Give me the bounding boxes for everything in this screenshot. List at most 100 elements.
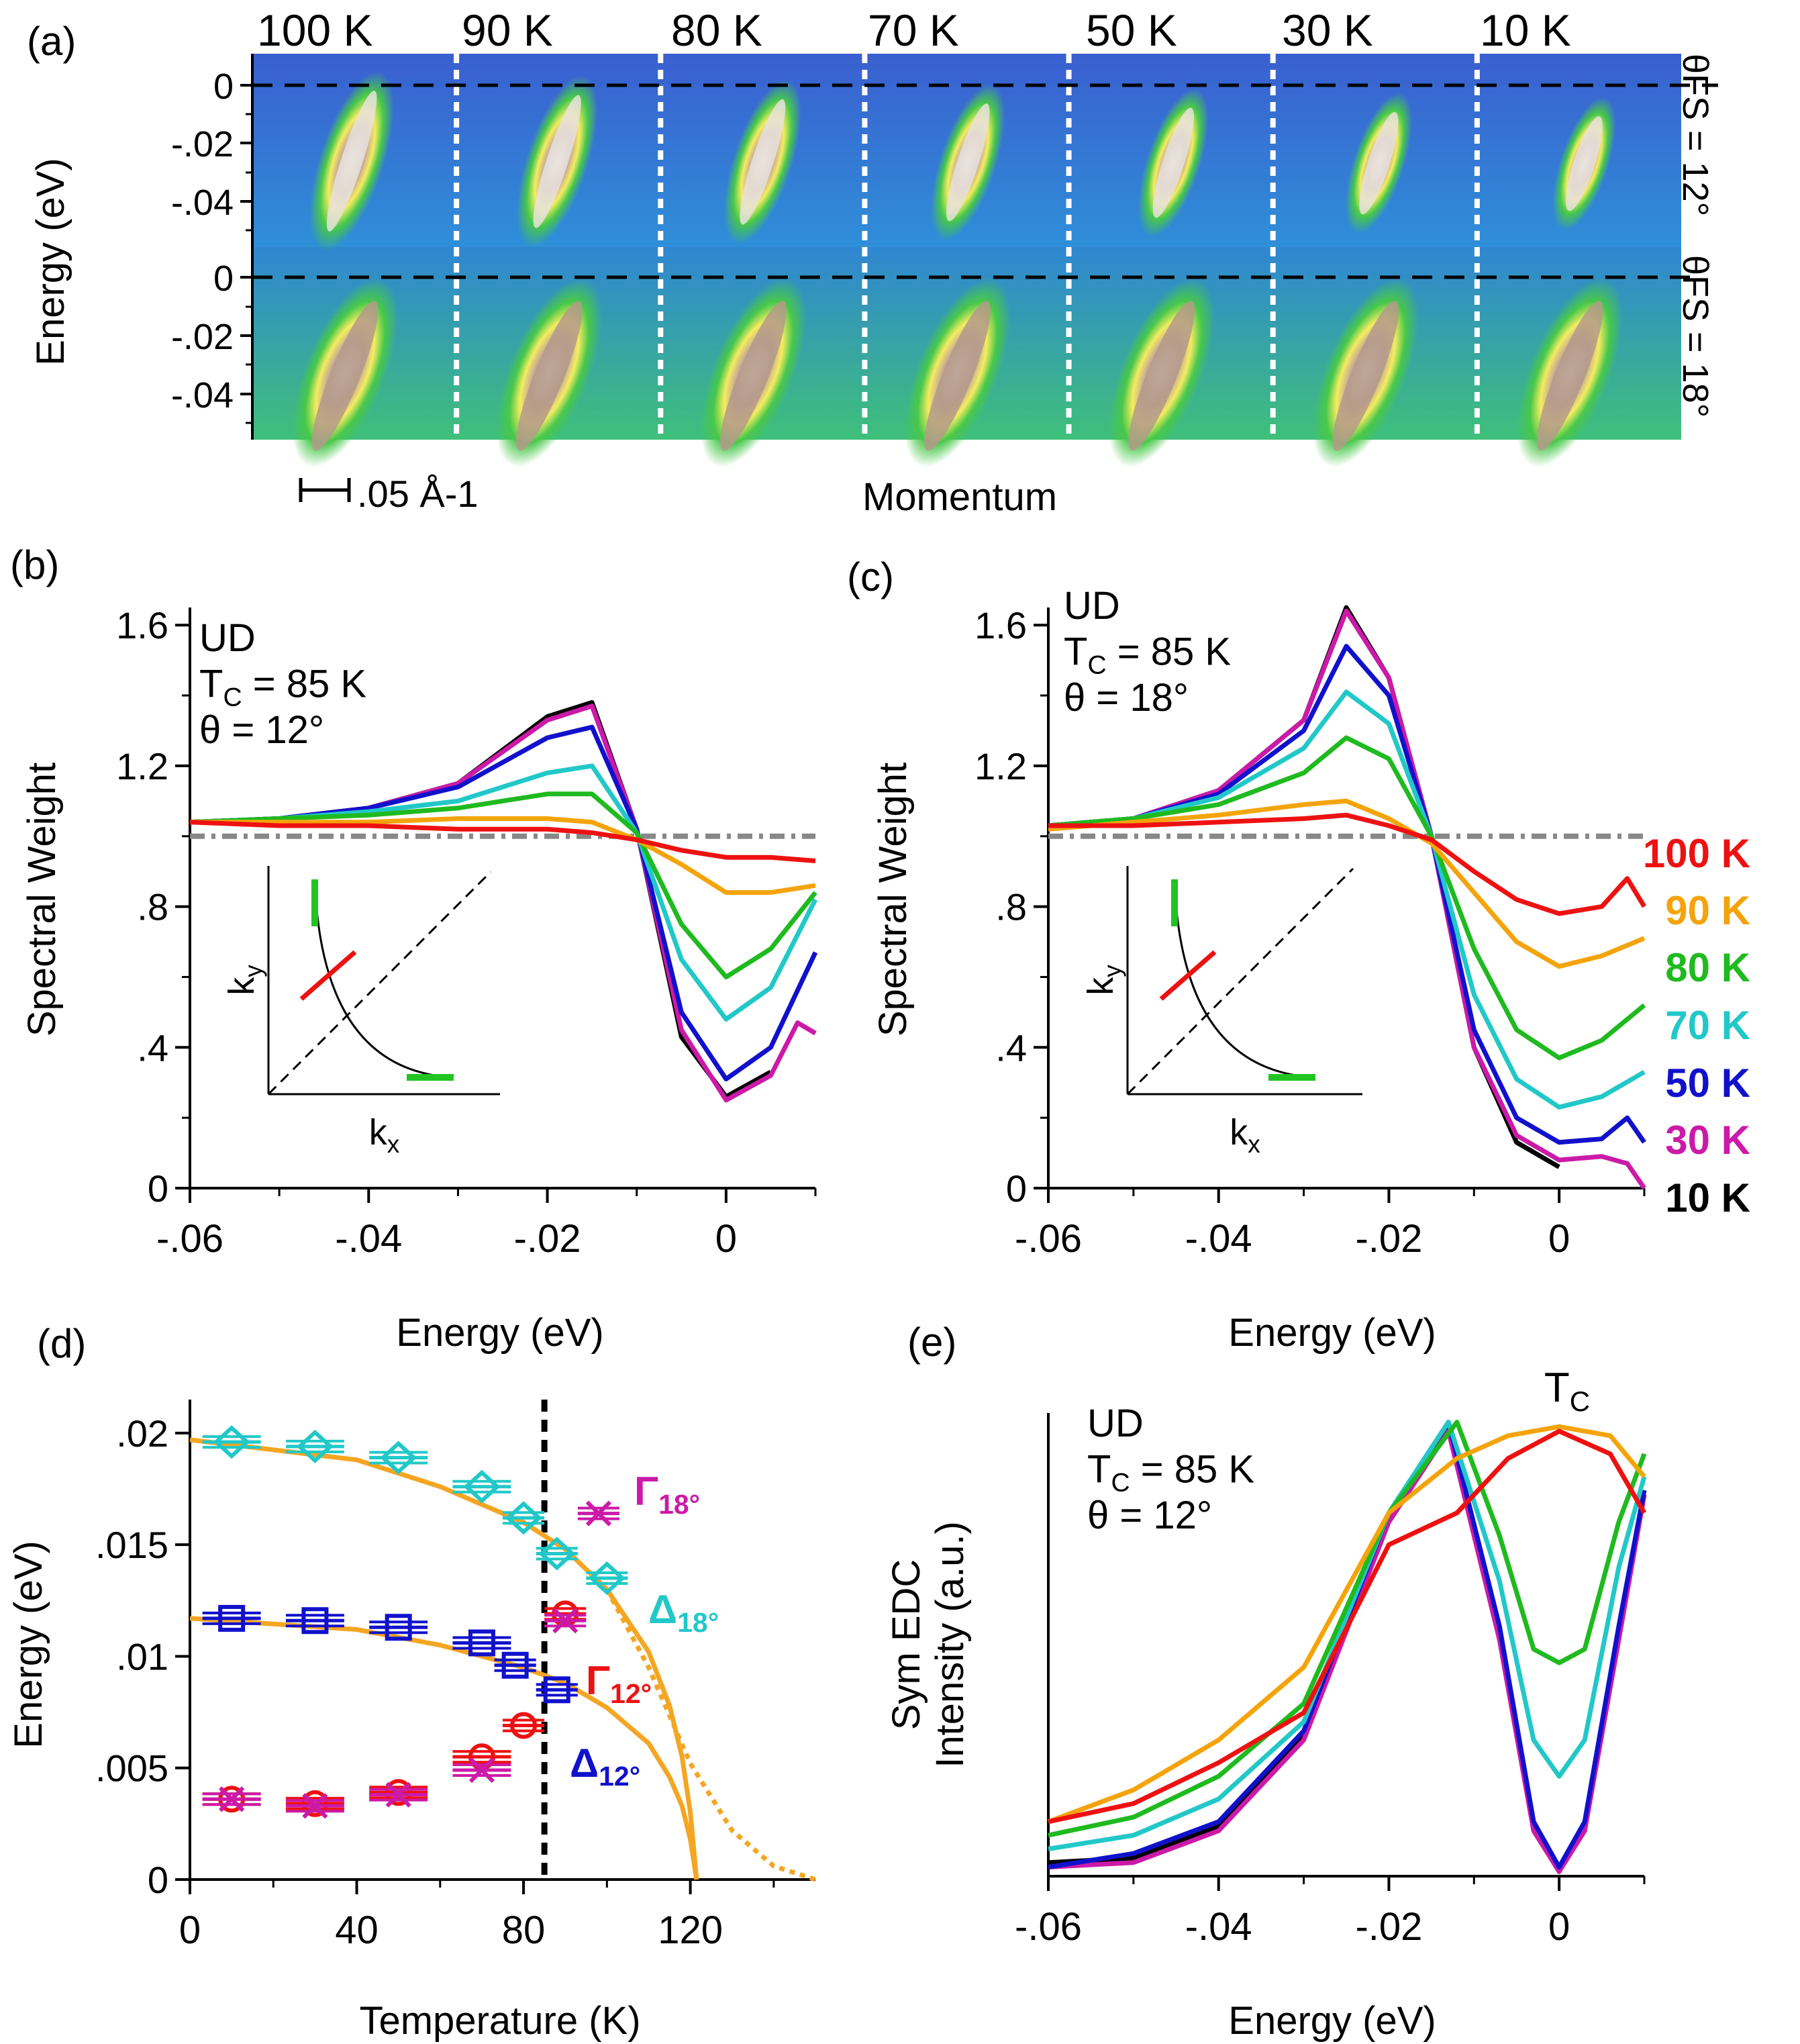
annotation-tc: TC = 85 K — [1087, 1447, 1254, 1497]
inset-ky-label: ky — [1081, 965, 1126, 995]
x-tick-label: 40 — [335, 1908, 379, 1952]
series-line-100K — [1048, 1428, 1647, 1824]
map-band-core — [311, 301, 379, 451]
data-point — [494, 1651, 536, 1679]
x-tick-label: 0 — [179, 1908, 201, 1952]
inset-diagonal — [1126, 867, 1354, 1096]
ytick-label: 0 — [213, 66, 234, 107]
panel-a-xlabel: Momentum — [862, 475, 1057, 519]
data-point — [544, 1608, 587, 1634]
data-point — [536, 1676, 578, 1704]
x-tick-label: 80 — [502, 1908, 546, 1952]
data-point — [503, 1712, 545, 1739]
inset-fermi-arc — [1173, 879, 1316, 1079]
map-band-core — [740, 99, 786, 225]
inset-ky-label: ky — [221, 965, 267, 995]
temp-header: 30 K — [1282, 5, 1373, 55]
x-axis-label: Energy (eV) — [1228, 1999, 1436, 2043]
legend-item: 50 K — [1665, 1061, 1750, 1106]
x-tick-label: 0 — [1548, 1217, 1570, 1261]
fit-curve — [605, 1588, 817, 1882]
marker-x — [552, 1608, 579, 1634]
series-line-80K — [1048, 1420, 1647, 1838]
data-point — [452, 1743, 511, 1771]
annotation-line: UD — [1064, 584, 1120, 628]
x-tick-label: -.02 — [1355, 1217, 1422, 1261]
y-tick-label: 0 — [1006, 1167, 1027, 1210]
marker-diamond — [296, 1429, 334, 1463]
y-tick-label: .02 — [116, 1412, 168, 1455]
data-point — [369, 1614, 428, 1641]
x-axis-label: Energy (eV) — [1228, 1311, 1436, 1355]
inset-kx-label: kx — [369, 1112, 400, 1158]
map-band-core — [326, 91, 377, 232]
legend-item: 90 K — [1665, 888, 1750, 933]
annotation-tc: TC = 85 K — [1064, 630, 1231, 679]
fit-curve — [189, 1437, 699, 1880]
x-tick-label: -.02 — [1355, 1905, 1422, 1949]
series-line-70K — [1048, 1420, 1647, 1851]
data-point — [452, 1629, 511, 1657]
ytick-label: -.04 — [171, 375, 234, 416]
data-point — [285, 1429, 344, 1463]
panel-a: (a) 100 K 90 K 80 K 70 K 50 K 30 K 10 K Energy… — [27, 5, 1718, 519]
map-band-core — [1536, 301, 1603, 451]
legend-item: 100 K — [1643, 831, 1750, 876]
data-point — [369, 1779, 428, 1806]
panel-b: (b) -.06 -.04 -.02 0 0 .4 .8 1.2 1.6 Spectral Wei… — [10, 542, 818, 1355]
marker-diamond — [505, 1501, 542, 1535]
series-line-70K — [189, 763, 818, 1022]
x-tick-label: -.06 — [156, 1217, 223, 1261]
annotation-line: UD — [199, 616, 256, 660]
map-band-core — [946, 103, 990, 222]
data-point — [369, 1782, 428, 1808]
inset-kx-label: kx — [1230, 1112, 1260, 1158]
series-line-50K — [1048, 1420, 1647, 1869]
map-band-core — [1332, 301, 1399, 451]
inset-cut-line — [299, 950, 357, 1001]
y-axis-label: Spectral Weight — [20, 763, 64, 1036]
marker-diamond — [588, 1561, 626, 1596]
annotation-line: θ = 12° — [1087, 1494, 1212, 1537]
map-band-core — [1128, 301, 1195, 451]
marker-diamond — [213, 1425, 250, 1459]
map-band-core — [1565, 116, 1603, 211]
legend-item: 30 K — [1665, 1118, 1750, 1163]
annotation-line: θ = 18° — [1064, 676, 1189, 720]
map-band-core — [1152, 107, 1194, 218]
ytick-label: -.04 — [171, 183, 234, 223]
panel-a-row2-label: θFS = 18° — [1675, 255, 1715, 418]
series-line-50K — [1048, 644, 1646, 1145]
panel-e-tag: (e) — [907, 1320, 956, 1365]
marker-square — [301, 1607, 329, 1635]
marker-diamond — [463, 1469, 501, 1504]
legend-item: 10 K — [1665, 1175, 1750, 1220]
marker-x — [219, 1786, 245, 1812]
y-tick-label: .4 — [137, 1026, 168, 1069]
y-tick-label: .005 — [95, 1747, 168, 1790]
panel-c: (c) -.06 -.04 -.02 0 0 .4 .8 1.2 1.6 Spectral Wei… — [847, 554, 1750, 1355]
annotation-line: θ = 12° — [199, 708, 324, 752]
marker-diamond — [380, 1441, 417, 1475]
panel-d-tag: (d) — [37, 1321, 86, 1366]
y-tick-label: 0 — [148, 1167, 168, 1210]
panel-a-row1-label: θFS = 12° — [1675, 54, 1715, 216]
data-point — [452, 1469, 511, 1504]
y-tick-label: .01 — [116, 1635, 168, 1677]
panel-a-tag: (a) — [27, 19, 76, 64]
marker-x — [302, 1793, 328, 1819]
y-axis-label: Energy (eV) — [7, 1541, 50, 1748]
panel-d: (d) 0 40 80 120 0 .005 .01 .015 .02 Energy (eV) Te… — [7, 1321, 817, 2043]
marker-circle — [510, 1712, 538, 1739]
map-band-core — [515, 301, 583, 451]
data-point — [452, 1757, 511, 1784]
x-axis-label: Temperature (K) — [359, 1999, 640, 2043]
series-line-80K — [189, 791, 817, 979]
legend-item: 80 K — [1665, 945, 1750, 990]
data-point — [586, 1561, 628, 1596]
x-tick-label: 120 — [658, 1908, 723, 1952]
marker-circle — [301, 1790, 329, 1817]
temp-header: 90 K — [462, 5, 553, 55]
data-point — [577, 1500, 619, 1526]
